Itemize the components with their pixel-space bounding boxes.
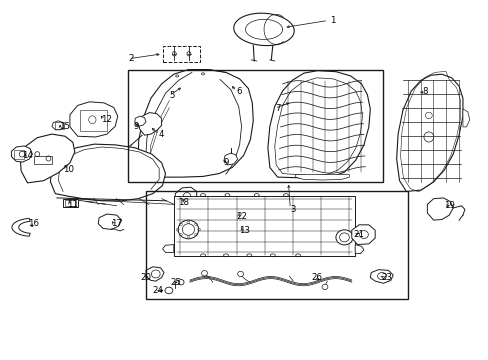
Text: 9: 9 — [223, 158, 228, 167]
Text: 1: 1 — [329, 16, 334, 25]
Bar — [146, 192, 407, 299]
Polygon shape — [175, 187, 196, 207]
Polygon shape — [295, 175, 348, 180]
Text: 3: 3 — [290, 205, 295, 214]
Polygon shape — [98, 214, 122, 229]
Text: 15: 15 — [59, 122, 69, 131]
Ellipse shape — [322, 284, 327, 289]
Text: 10: 10 — [63, 165, 74, 174]
Polygon shape — [267, 71, 369, 178]
Polygon shape — [233, 13, 294, 46]
Bar — [14, 150, 24, 159]
Ellipse shape — [178, 220, 198, 239]
Bar — [162, 46, 199, 62]
Polygon shape — [224, 153, 237, 165]
Polygon shape — [427, 198, 452, 220]
Text: 11: 11 — [67, 200, 78, 209]
Text: 24: 24 — [152, 286, 163, 295]
Polygon shape — [369, 270, 392, 283]
Bar — [34, 156, 52, 164]
Text: 7: 7 — [274, 104, 280, 113]
Ellipse shape — [201, 271, 207, 276]
Polygon shape — [12, 219, 30, 236]
Polygon shape — [146, 267, 163, 281]
Polygon shape — [462, 109, 469, 127]
Text: 14: 14 — [22, 151, 33, 160]
Text: 22: 22 — [236, 212, 247, 221]
Polygon shape — [70, 102, 118, 137]
Text: 21: 21 — [353, 230, 364, 239]
Polygon shape — [52, 121, 64, 130]
Ellipse shape — [237, 271, 243, 276]
Polygon shape — [162, 244, 173, 252]
Text: 19: 19 — [443, 201, 454, 210]
Text: 17: 17 — [111, 219, 122, 228]
Text: 26: 26 — [310, 273, 322, 282]
Text: 18: 18 — [178, 198, 189, 207]
Polygon shape — [11, 146, 32, 162]
Bar — [128, 69, 383, 182]
Text: 5: 5 — [169, 91, 175, 100]
Text: 13: 13 — [239, 226, 249, 235]
Bar — [65, 200, 76, 206]
Polygon shape — [354, 244, 363, 253]
Ellipse shape — [237, 221, 256, 238]
Text: 23: 23 — [381, 273, 391, 282]
Text: 4: 4 — [159, 130, 164, 139]
Bar — [173, 196, 354, 256]
Polygon shape — [20, 134, 75, 183]
Bar — [63, 199, 78, 207]
Text: 9: 9 — [133, 122, 139, 131]
Bar — [55, 122, 64, 129]
Polygon shape — [138, 69, 253, 178]
Polygon shape — [396, 74, 462, 192]
Polygon shape — [351, 225, 374, 244]
Polygon shape — [122, 154, 133, 163]
Polygon shape — [135, 116, 146, 126]
Text: 8: 8 — [421, 86, 427, 95]
Ellipse shape — [335, 230, 352, 245]
Text: 20: 20 — [140, 273, 151, 282]
Ellipse shape — [164, 287, 172, 294]
Ellipse shape — [178, 279, 183, 285]
Text: 6: 6 — [236, 86, 242, 95]
Text: 2: 2 — [128, 54, 134, 63]
Text: 25: 25 — [170, 278, 182, 287]
Bar — [80, 110, 106, 131]
Polygon shape — [139, 113, 161, 135]
Text: 16: 16 — [28, 219, 39, 228]
Text: 12: 12 — [102, 115, 112, 124]
Polygon shape — [50, 144, 165, 201]
